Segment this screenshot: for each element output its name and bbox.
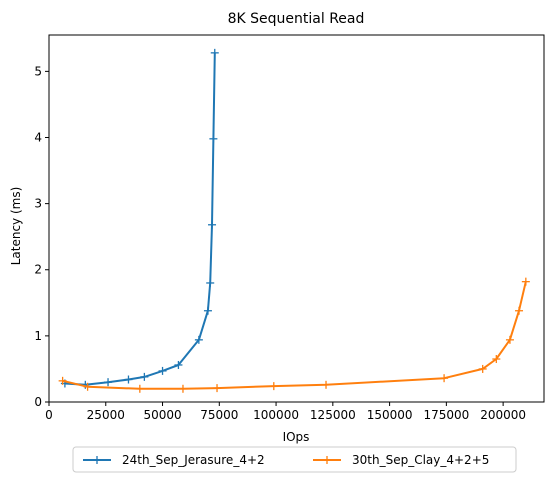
data-point-series-2 [83, 382, 92, 391]
legend-label-series-1: 24th_Sep_Jerasure_4+2 [122, 453, 265, 467]
data-point-series-1 [124, 375, 133, 384]
data-point-series-1 [140, 372, 149, 381]
legend-label-series-2: 30th_Sep_Clay_4+2+5 [352, 453, 489, 467]
x-tick-label: 175000 [423, 408, 469, 422]
data-point-series-2 [478, 364, 487, 373]
y-tick-label: 1 [34, 329, 42, 343]
data-point-series-2 [322, 380, 331, 389]
data-point-series-2 [492, 355, 501, 364]
data-point-series-2 [505, 335, 514, 344]
legend-swatch-series-2 [313, 456, 341, 464]
data-point-series-1 [210, 48, 219, 57]
data-point-series-1 [194, 335, 203, 344]
x-tick-label: 50000 [143, 408, 181, 422]
data-point-series-2 [58, 376, 67, 385]
chart-legend: 24th_Sep_Jerasure_4+2 30th_Sep_Clay_4+2+… [72, 446, 517, 473]
x-tick-label: 200000 [480, 408, 526, 422]
data-point-series-2 [521, 277, 530, 286]
y-tick-label: 2 [34, 263, 42, 277]
x-tick-label: 25000 [87, 408, 125, 422]
x-tick-label: 75000 [200, 408, 238, 422]
x-tick-label: 0 [45, 408, 53, 422]
x-tick-label: 100000 [253, 408, 299, 422]
y-axis-label: Latency (ms) [9, 187, 23, 266]
data-point-series-2 [269, 382, 278, 391]
x-axis-label: IOps [283, 430, 310, 444]
y-tick-label: 4 [34, 130, 42, 144]
y-tick-label: 3 [34, 197, 42, 211]
data-point-series-1 [158, 366, 167, 375]
data-point-series-1 [203, 306, 212, 315]
x-tick-label: 125000 [310, 408, 356, 422]
data-point-series-2 [213, 384, 222, 393]
data-point-series-2 [178, 384, 187, 393]
plot-area-frame [48, 34, 545, 403]
x-tick-label: 150000 [367, 408, 413, 422]
data-point-series-1 [208, 220, 217, 229]
data-point-series-2 [515, 306, 524, 315]
data-point-series-2 [440, 374, 449, 383]
data-point-series-2 [135, 384, 144, 393]
chart-title: 8K Sequential Read [228, 11, 365, 27]
legend-swatch-series-1 [83, 456, 111, 464]
data-point-series-1 [174, 360, 183, 369]
y-tick-label: 5 [34, 64, 42, 78]
data-point-series-1 [206, 278, 215, 287]
legend-frame [72, 446, 517, 473]
data-point-series-1 [104, 378, 113, 387]
y-tick-label: 0 [34, 395, 42, 409]
data-point-series-1 [209, 134, 218, 143]
